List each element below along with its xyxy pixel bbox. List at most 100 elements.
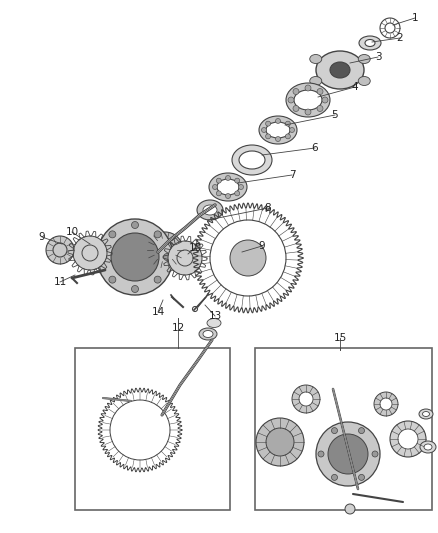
Circle shape	[265, 134, 271, 139]
Ellipse shape	[217, 179, 239, 195]
Circle shape	[109, 231, 116, 238]
Circle shape	[110, 400, 170, 460]
Circle shape	[318, 451, 324, 457]
Circle shape	[226, 193, 230, 198]
Ellipse shape	[420, 441, 436, 453]
Circle shape	[380, 398, 392, 410]
Ellipse shape	[197, 200, 223, 220]
Ellipse shape	[316, 51, 364, 89]
Ellipse shape	[423, 411, 430, 416]
Ellipse shape	[207, 319, 221, 327]
Text: 1: 1	[412, 13, 418, 23]
Bar	[75, 348, 230, 510]
Ellipse shape	[203, 330, 213, 337]
Circle shape	[293, 88, 299, 94]
Circle shape	[288, 97, 294, 103]
Circle shape	[328, 434, 368, 474]
Circle shape	[290, 127, 294, 133]
Text: 4: 4	[352, 82, 358, 92]
Text: 14: 14	[152, 307, 165, 317]
Text: 10: 10	[65, 227, 78, 237]
Text: 7: 7	[289, 170, 295, 180]
Circle shape	[154, 231, 161, 238]
Circle shape	[317, 88, 323, 94]
Text: 15: 15	[333, 333, 346, 343]
Circle shape	[97, 219, 173, 295]
Text: 9: 9	[259, 241, 265, 251]
Text: 2: 2	[397, 33, 403, 43]
Circle shape	[212, 184, 218, 190]
Ellipse shape	[359, 36, 381, 50]
Circle shape	[99, 254, 106, 261]
Circle shape	[168, 241, 202, 275]
Ellipse shape	[330, 62, 350, 78]
Circle shape	[163, 254, 170, 261]
Ellipse shape	[365, 39, 375, 46]
Circle shape	[216, 178, 221, 183]
Circle shape	[292, 385, 320, 413]
Circle shape	[111, 233, 159, 281]
Circle shape	[332, 427, 338, 434]
Circle shape	[261, 127, 266, 133]
Circle shape	[266, 428, 294, 456]
Text: 8: 8	[265, 203, 271, 213]
Bar	[255, 348, 432, 510]
Circle shape	[210, 220, 286, 296]
Circle shape	[147, 232, 183, 268]
Ellipse shape	[199, 328, 217, 340]
Text: 12: 12	[171, 323, 185, 333]
Circle shape	[358, 474, 364, 480]
Ellipse shape	[209, 173, 247, 201]
Circle shape	[46, 236, 74, 264]
Circle shape	[398, 429, 418, 449]
Ellipse shape	[358, 54, 370, 63]
Ellipse shape	[310, 54, 322, 63]
Circle shape	[293, 106, 299, 111]
Circle shape	[345, 504, 355, 514]
Circle shape	[299, 392, 313, 406]
Circle shape	[332, 474, 338, 480]
Circle shape	[131, 286, 138, 293]
Circle shape	[317, 106, 323, 111]
Circle shape	[358, 427, 364, 434]
Ellipse shape	[310, 77, 322, 85]
Circle shape	[265, 121, 271, 126]
Text: 5: 5	[332, 110, 338, 120]
Ellipse shape	[203, 205, 217, 215]
Ellipse shape	[286, 83, 330, 117]
Circle shape	[155, 240, 175, 260]
Circle shape	[109, 276, 116, 283]
Circle shape	[73, 236, 107, 270]
Circle shape	[256, 418, 304, 466]
Circle shape	[230, 240, 266, 276]
Ellipse shape	[266, 122, 290, 138]
Circle shape	[286, 134, 290, 139]
Circle shape	[286, 121, 290, 126]
Circle shape	[276, 136, 280, 141]
Circle shape	[374, 392, 398, 416]
Circle shape	[372, 451, 378, 457]
Circle shape	[235, 178, 240, 183]
Ellipse shape	[259, 116, 297, 144]
Circle shape	[239, 184, 244, 190]
Text: 10: 10	[188, 243, 201, 253]
Circle shape	[305, 85, 311, 91]
Text: 9: 9	[39, 232, 45, 242]
Ellipse shape	[239, 151, 265, 169]
Text: 13: 13	[208, 311, 222, 321]
Text: 11: 11	[53, 277, 67, 287]
Ellipse shape	[294, 90, 322, 110]
Circle shape	[316, 422, 380, 486]
Circle shape	[390, 421, 426, 457]
Text: 6: 6	[312, 143, 318, 153]
Text: 3: 3	[374, 52, 381, 62]
Ellipse shape	[358, 77, 370, 85]
Circle shape	[226, 175, 230, 181]
Circle shape	[154, 276, 161, 283]
Circle shape	[216, 191, 221, 196]
Circle shape	[235, 191, 240, 196]
Circle shape	[276, 118, 280, 124]
Circle shape	[322, 97, 328, 103]
Ellipse shape	[419, 409, 433, 419]
Circle shape	[131, 222, 138, 229]
